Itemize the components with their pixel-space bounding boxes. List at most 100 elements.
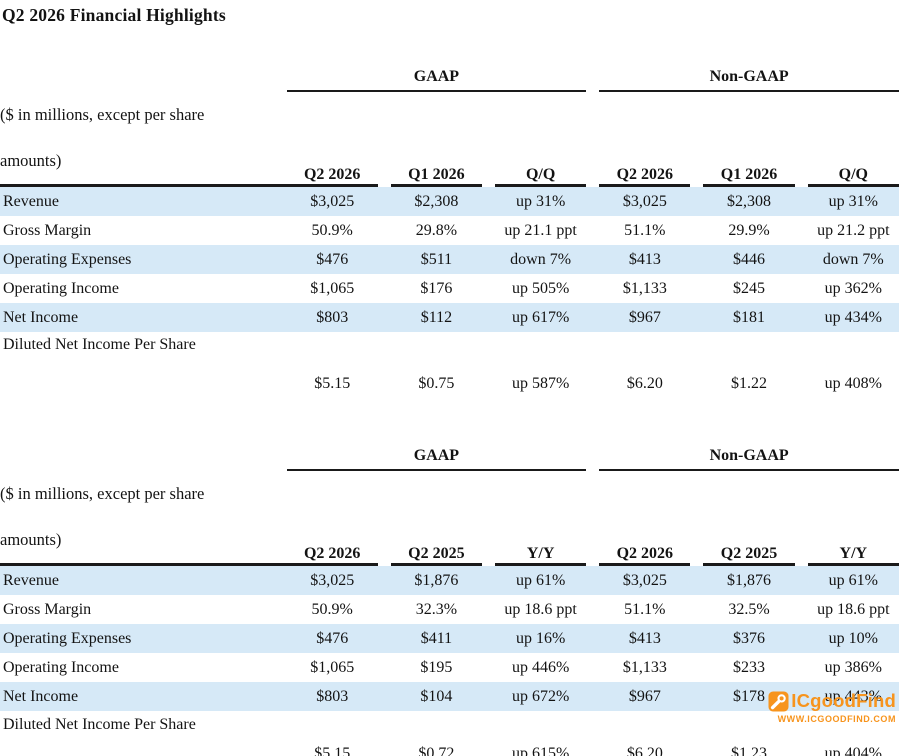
- column-header: Q2 2026: [286, 92, 378, 187]
- group-gap: [586, 566, 600, 595]
- group-gap: [586, 682, 600, 711]
- value-cell: $1,065: [310, 658, 355, 676]
- units-note: ($ in millions, except per share amounts…: [0, 471, 287, 566]
- row-label: Operating Expenses: [0, 245, 287, 274]
- value-cell: up 31%: [807, 187, 899, 216]
- column-gap: [794, 682, 808, 711]
- value-cell: $245: [733, 279, 766, 297]
- column-gap: [795, 471, 808, 566]
- value-cell: $476: [286, 624, 378, 653]
- value-cell: up 61%: [807, 566, 899, 595]
- value-cell: $176: [420, 279, 453, 297]
- non-gaap-group-header: Non-GAAP: [599, 56, 899, 92]
- column-gap: [690, 303, 704, 332]
- value-cell: 29.8%: [415, 221, 458, 239]
- table-row-gross-margin: Gross Margin 50.9% 32.3% up 18.6 ppt 51.…: [0, 595, 899, 624]
- group-gap: [586, 274, 599, 303]
- column-gap: [690, 624, 704, 653]
- column-gap: [795, 216, 808, 245]
- table-row-diluted-eps: Diluted Net Income Per Share $5.15 $0.75…: [0, 332, 899, 400]
- value-cell: $1.23: [731, 745, 768, 756]
- column-gap: [482, 595, 495, 624]
- table-row-operating-income: Operating Income $1,065 $195 up 446% $1,…: [0, 653, 899, 682]
- column-header: Q1 2026: [703, 92, 795, 187]
- value-cell: $181: [703, 303, 795, 332]
- column-gap: [377, 303, 391, 332]
- value-cell: 50.9%: [311, 221, 353, 239]
- column-gap: [377, 566, 391, 595]
- column-header: Q2 2026: [286, 471, 378, 566]
- value-cell: $112: [390, 303, 482, 332]
- units-note-line1: ($ in millions, except per share: [0, 105, 205, 124]
- group-gap: [586, 216, 599, 245]
- table-row-diluted-eps: Diluted Net Income Per Share $5.15 $0.72…: [0, 711, 899, 756]
- column-gap: [482, 682, 496, 711]
- value-cell: $195: [420, 658, 453, 676]
- value-cell: $3,025: [599, 187, 691, 216]
- watermark: ICgoodFind WWW.ICGOODFIND.COM: [768, 691, 896, 724]
- group-gap: [586, 187, 600, 216]
- column-gap: [377, 245, 391, 274]
- table-row-revenue: Revenue $3,025 $2,308 up 31% $3,025 $2,3…: [0, 187, 899, 216]
- value-cell: $3,025: [286, 187, 378, 216]
- column-gap: [690, 653, 703, 682]
- row-label: Diluted Net Income Per Share: [3, 716, 196, 733]
- value-cell: 50.9%: [311, 600, 353, 618]
- column-gap: [794, 187, 808, 216]
- gaap-group-header: GAAP: [286, 435, 587, 471]
- row-label: Diluted Net Income Per Share: [3, 336, 196, 353]
- column-gap: [794, 624, 808, 653]
- group-gap: [586, 711, 599, 756]
- group-gap: [586, 595, 599, 624]
- watermark-brand: ICgoodFind: [791, 690, 896, 712]
- value-cell: up 446%: [511, 658, 570, 676]
- column-header: Q/Q: [495, 92, 587, 187]
- column-gap: [482, 566, 496, 595]
- value-cell: up 18.6 ppt: [504, 600, 577, 618]
- column-header: Q2 2026: [599, 92, 691, 187]
- value-cell: $3,025: [286, 566, 378, 595]
- value-cell: $413: [599, 245, 691, 274]
- column-gap: [378, 216, 391, 245]
- column-gap: [378, 595, 391, 624]
- column-gap: [377, 682, 391, 711]
- value-cell: up 434%: [807, 303, 899, 332]
- column-gap: [482, 332, 495, 400]
- column-header: Y/Y: [807, 471, 899, 566]
- column-gap: [482, 471, 495, 566]
- value-cell: $3,025: [599, 566, 691, 595]
- units-note-line2: amounts): [0, 530, 62, 549]
- value-cell: up 386%: [824, 658, 882, 676]
- value-cell: up 362%: [824, 279, 882, 297]
- column-gap: [482, 624, 496, 653]
- column-gap: [378, 711, 391, 756]
- value-cell: $0.75: [418, 375, 455, 392]
- value-cell: up 672%: [495, 682, 587, 711]
- column-header: Q2 2026: [599, 471, 691, 566]
- qq-comparison-table: GAAP Non-GAAP ($ in millions, except per…: [0, 56, 899, 400]
- row-label: Net Income: [0, 682, 287, 711]
- column-gap: [482, 653, 495, 682]
- group-gap: [586, 245, 600, 274]
- column-gap: [690, 711, 703, 756]
- group-header-row: GAAP Non-GAAP: [0, 56, 899, 92]
- group-gap: [586, 471, 599, 566]
- group-gap: [586, 56, 599, 92]
- group-gap: [586, 303, 600, 332]
- column-gap: [690, 92, 703, 187]
- row-label: Gross Margin: [3, 221, 92, 239]
- row-label: Gross Margin: [3, 600, 92, 618]
- column-header-row: ($ in millions, except per share amounts…: [0, 471, 899, 566]
- column-gap: [795, 92, 808, 187]
- value-cell: $2,308: [703, 187, 795, 216]
- column-gap: [794, 245, 808, 274]
- value-cell: $5.15: [314, 745, 351, 756]
- column-gap: [690, 187, 704, 216]
- value-cell: 51.1%: [624, 600, 666, 618]
- value-cell: 32.5%: [728, 600, 770, 618]
- value-cell: up 21.2 ppt: [817, 221, 890, 239]
- value-cell: down 7%: [495, 245, 587, 274]
- row-label: Revenue: [0, 187, 287, 216]
- value-cell: 29.9%: [728, 221, 770, 239]
- value-cell: up 408%: [824, 375, 882, 392]
